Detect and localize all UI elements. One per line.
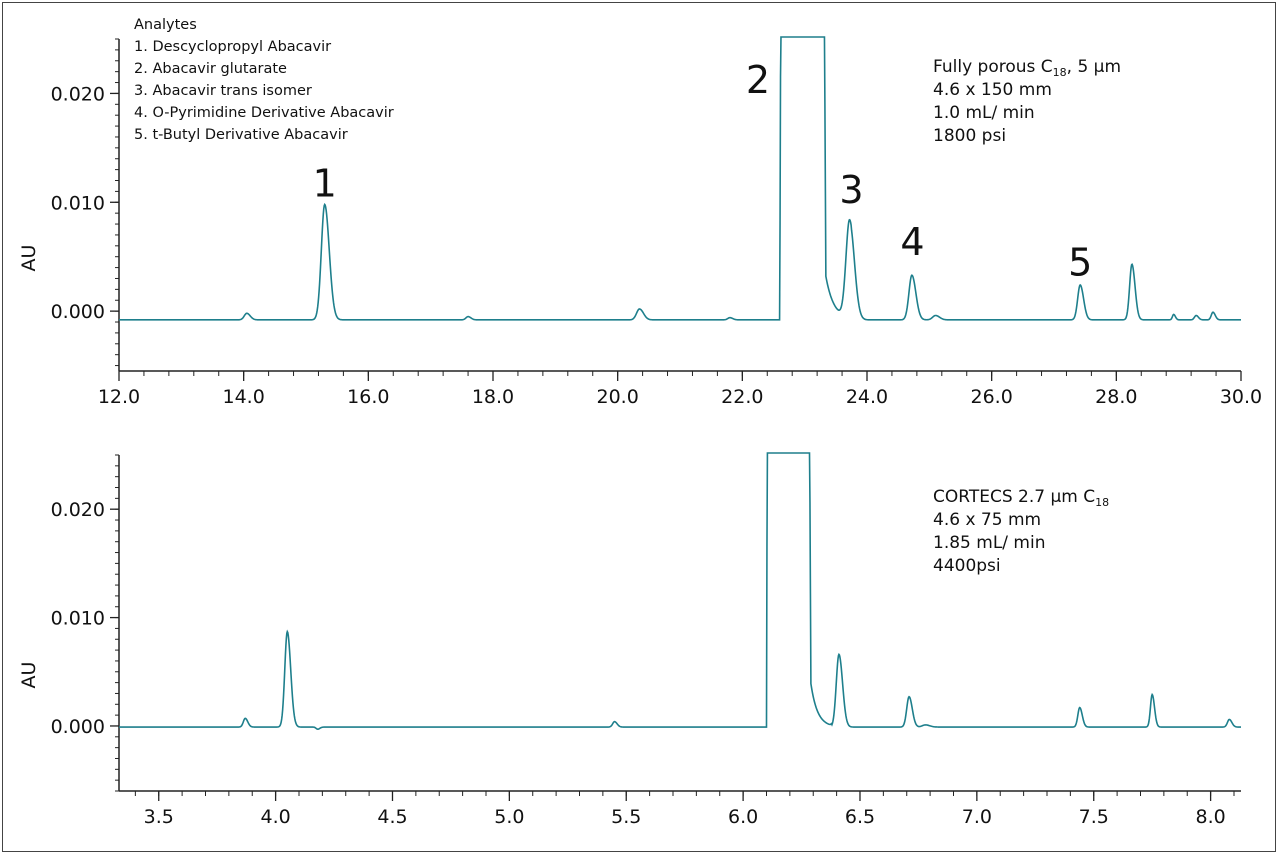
peak-label-5: 5 [1068,241,1092,285]
top-y-tick-label: 0.020 [51,83,105,105]
bottom-column-name: CORTECS 2.7 µm C18 [933,487,1109,509]
top-x-ticks: 12.0 14.0 16.0 18.0 20.0 22.0 24.0 26.0 28.0 30.0 [98,371,1262,408]
top-x-tick-label: 16.0 [347,386,389,408]
top-column-name: Fully porous C18, 5 µm [933,57,1121,79]
bottom-chromatogram-panel: 0.000 0.010 0.020 3.5 4.0 4.5 5.0 5.5 6.0 6.5 7.0… [18,452,1241,828]
bottom-x-tick-label: 4.5 [377,806,407,828]
top-x-tick-label: 14.0 [223,386,265,408]
legend-title: Analytes [134,17,197,33]
legend-item-4: 4. O-Pyrimidine Derivative Abacavir [134,105,394,121]
bottom-y-tick-label: 0.000 [51,716,105,738]
top-x-tick-label: 26.0 [971,386,1013,408]
top-x-tick-label: 12.0 [98,386,140,408]
top-x-tick-label: 20.0 [597,386,639,408]
bottom-x-tick-label: 8.0 [1196,806,1226,828]
bottom-column-dimensions: 4.6 x 75 mm [933,510,1041,530]
bottom-x-tick-label: 5.5 [611,806,641,828]
peak-label-2: 2 [746,58,770,102]
top-pressure: 1800 psi [933,126,1006,146]
bottom-y-ticks: 0.000 0.010 0.020 [51,454,119,792]
bottom-x-ticks: 3.5 4.0 4.5 5.0 5.5 6.0 6.5 7.0 7.5 8.0 [134,791,1235,828]
top-y-tick-label: 0.000 [51,301,105,323]
legend-item-2: 2. Abacavir glutarate [134,61,287,77]
top-y-axis-label: AU [18,245,40,272]
top-x-tick-label: 30.0 [1220,386,1262,408]
peak-label-1: 1 [313,161,337,205]
bottom-x-tick-label: 6.5 [845,806,875,828]
bottom-chromatogram-trace [119,452,1241,731]
bottom-pressure: 4400psi [933,556,1001,576]
bottom-y-tick-label: 0.020 [51,499,105,521]
top-chromatogram-trace [119,36,1241,321]
legend-item-5: 5. t-Butyl Derivative Abacavir [134,127,348,143]
top-column-conditions: Fully porous C18, 5 µm 4.6 x 150 mm 1.0 … [933,57,1121,146]
bottom-x-tick-label: 6.0 [728,806,758,828]
top-x-tick-label: 18.0 [472,386,514,408]
bottom-x-tick-label: 7.0 [962,806,992,828]
bottom-x-tick-label: 4.0 [261,806,291,828]
legend-item-1: 1. Descyclopropyl Abacavir [134,39,331,55]
bottom-x-tick-label: 3.5 [144,806,174,828]
peak-label-3: 3 [839,168,863,212]
top-y-ticks: 0.000 0.010 0.020 [51,38,119,367]
top-peak-labels: 1 2 34 5 [313,58,1093,285]
bottom-flow-rate: 1.85 mL/ min [933,533,1045,553]
top-x-tick-label: 28.0 [1095,386,1137,408]
bottom-y-tick-label: 0.010 [51,608,105,630]
top-y-tick-label: 0.010 [51,192,105,214]
top-x-tick-label: 22.0 [721,386,763,408]
analyte-legend: Analytes 1. Descyclopropyl Abacavir 2. A… [134,17,394,143]
top-column-dimensions: 4.6 x 150 mm [933,80,1052,100]
top-x-tick-label: 24.0 [846,386,888,408]
top-flow-rate: 1.0 mL/ min [933,103,1035,123]
peak-label-4: 4 [900,220,924,264]
top-chromatogram-panel: 0.000 0.010 0.020 12.0 14.0 16.0 18.0 20.0 22.0… [18,17,1262,408]
bottom-x-tick-label: 5.0 [494,806,524,828]
bottom-column-conditions: CORTECS 2.7 µm C18 4.6 x 75 mm 1.85 mL/ … [933,487,1109,576]
bottom-x-tick-label: 7.5 [1079,806,1109,828]
legend-item-3: 3. Abacavir trans isomer [134,83,312,99]
bottom-y-axis-label: AU [18,662,40,689]
